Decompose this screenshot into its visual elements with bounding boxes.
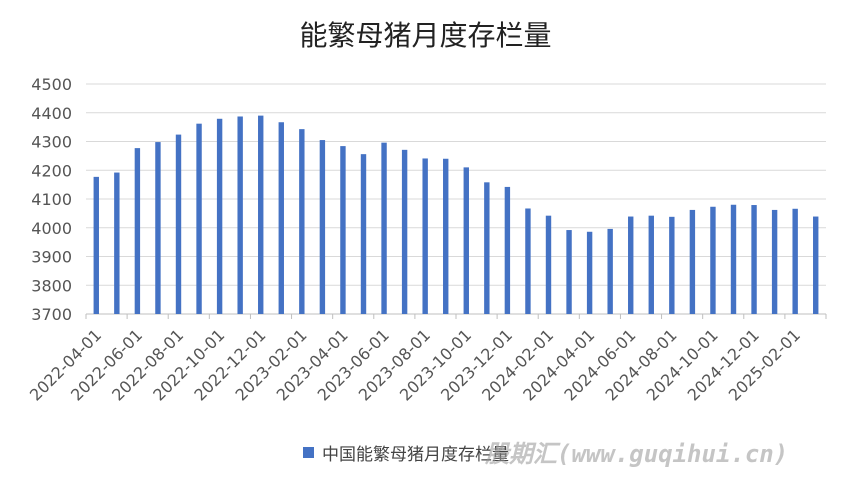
y-tick-label: 4100 [31, 190, 72, 209]
bar [586, 231, 593, 314]
y-tick-label: 3800 [31, 276, 72, 295]
bar [422, 158, 428, 314]
y-tick-label: 3900 [31, 248, 72, 267]
bar [319, 140, 326, 314]
bar [216, 118, 223, 314]
y-tick-label: 4200 [31, 161, 72, 180]
legend: 中国能繁母猪月度存栏量 [303, 440, 509, 465]
legend-label: 中国能繁母猪月度存栏量 [322, 445, 509, 465]
bar [771, 209, 778, 314]
bar [114, 172, 120, 314]
bar [155, 142, 161, 314]
watermark: 股期汇(www.guqihui.cn) [485, 440, 789, 468]
bar [545, 215, 552, 314]
bar [484, 182, 490, 314]
bar [730, 204, 737, 314]
bar [237, 116, 243, 314]
bar [175, 134, 182, 314]
bar [628, 216, 634, 314]
bar [525, 208, 531, 314]
bar [813, 216, 819, 314]
y-tick-label: 4400 [31, 104, 72, 123]
bar [196, 123, 202, 314]
y-tick-label: 4500 [31, 75, 72, 94]
legend-swatch [303, 447, 314, 458]
bar [340, 146, 346, 314]
bar [751, 205, 757, 314]
bar [504, 186, 511, 314]
bar [443, 158, 449, 314]
bar [258, 115, 264, 314]
bar [607, 228, 613, 314]
bar [134, 148, 141, 314]
bar [792, 208, 798, 314]
bar [360, 154, 367, 314]
bar [566, 230, 572, 314]
y-tick-label: 4000 [31, 219, 72, 238]
bar [381, 142, 387, 314]
bar [710, 206, 716, 314]
bar [669, 216, 675, 314]
y-tick-label: 4300 [31, 133, 72, 152]
bar [689, 209, 696, 314]
bar [93, 176, 99, 314]
bar [463, 167, 469, 314]
chart-title: 能繁母猪月度存栏量 [299, 19, 552, 52]
bar [278, 122, 284, 314]
bar [401, 149, 408, 314]
y-tick-label: 3700 [31, 305, 72, 324]
bar [299, 129, 305, 314]
bar [648, 215, 654, 314]
